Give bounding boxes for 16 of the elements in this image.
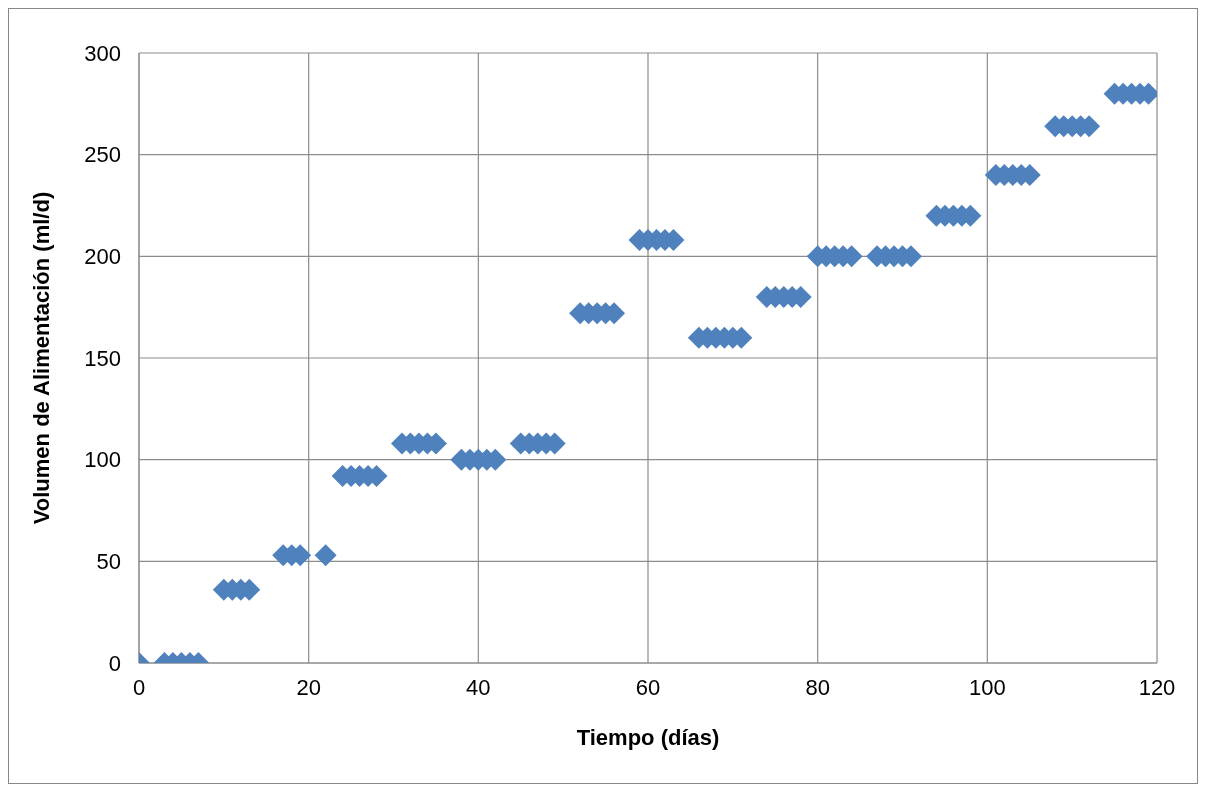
y-axis-title: Volumen de Alimentación (ml/d) <box>28 191 54 525</box>
x-axis-title: Tiempo (días) <box>576 725 720 750</box>
y-tick-label: 100 <box>84 447 121 473</box>
x-tick-label: 80 <box>805 674 830 700</box>
x-tick-label: 40 <box>466 674 491 700</box>
y-tick-label: 250 <box>84 142 121 168</box>
y-tick-label: 0 <box>108 650 121 676</box>
x-tick-label: 120 <box>1138 674 1176 700</box>
y-tick-label: 300 <box>84 40 121 66</box>
x-tick-label: 100 <box>968 674 1006 700</box>
x-tick-label: 60 <box>635 674 661 700</box>
x-tick-label: 0 <box>132 674 146 700</box>
y-tick-label: 50 <box>96 549 121 575</box>
x-tick-label: 20 <box>296 674 321 700</box>
y-tick-label: 200 <box>84 244 121 270</box>
y-tick-label: 150 <box>84 345 121 371</box>
